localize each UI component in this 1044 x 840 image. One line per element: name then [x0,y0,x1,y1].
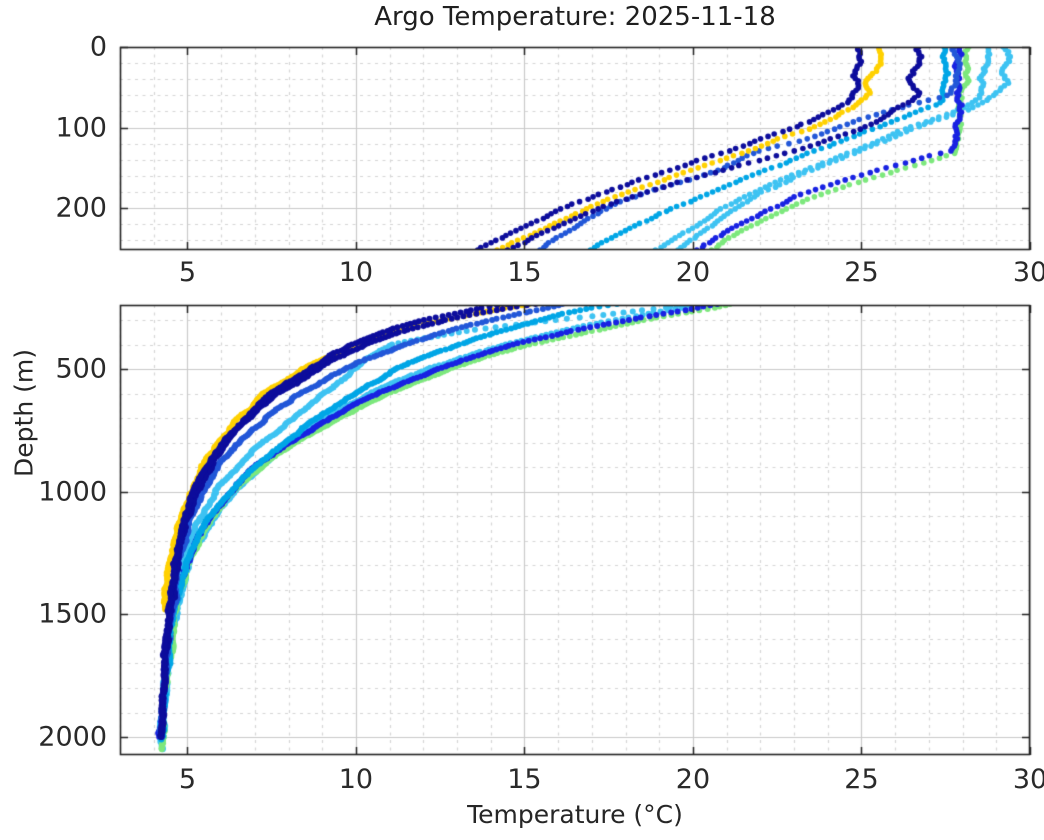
lower-x-tick-label: 10 [338,764,374,795]
upper-y-tick-label: 100 [55,112,107,144]
upper-x-tick-label: 10 [338,257,374,288]
upper-x-tick-label: 5 [178,257,196,288]
lower-y-tick-label: 500 [55,353,107,385]
lower-x-tick-label: 25 [844,764,879,795]
upper-y-tick-label: 0 [89,31,107,63]
y-axis-label: Depth (m) [9,349,39,477]
lower-x-tick-label: 5 [178,764,196,795]
upper-x-tick-label: 15 [507,257,542,288]
upper-x-tick-label: 20 [675,257,711,288]
upper-y-tick-label: 200 [55,192,107,224]
lower-y-tick-label: 1000 [38,476,107,508]
chart-title: Argo Temperature: 2025-11-18 [374,2,776,32]
upper-x-tick-label: 25 [844,257,879,288]
lower-x-tick-label: 20 [675,764,711,795]
lower-x-tick-label: 30 [1012,764,1044,795]
lower-y-tick-label: 2000 [38,721,107,753]
x-axis-label: Temperature (°C) [467,800,683,829]
lower-x-tick-label: 15 [507,764,542,795]
lower-y-tick-label: 1500 [38,598,107,630]
upper-x-tick-label: 30 [1012,257,1044,288]
